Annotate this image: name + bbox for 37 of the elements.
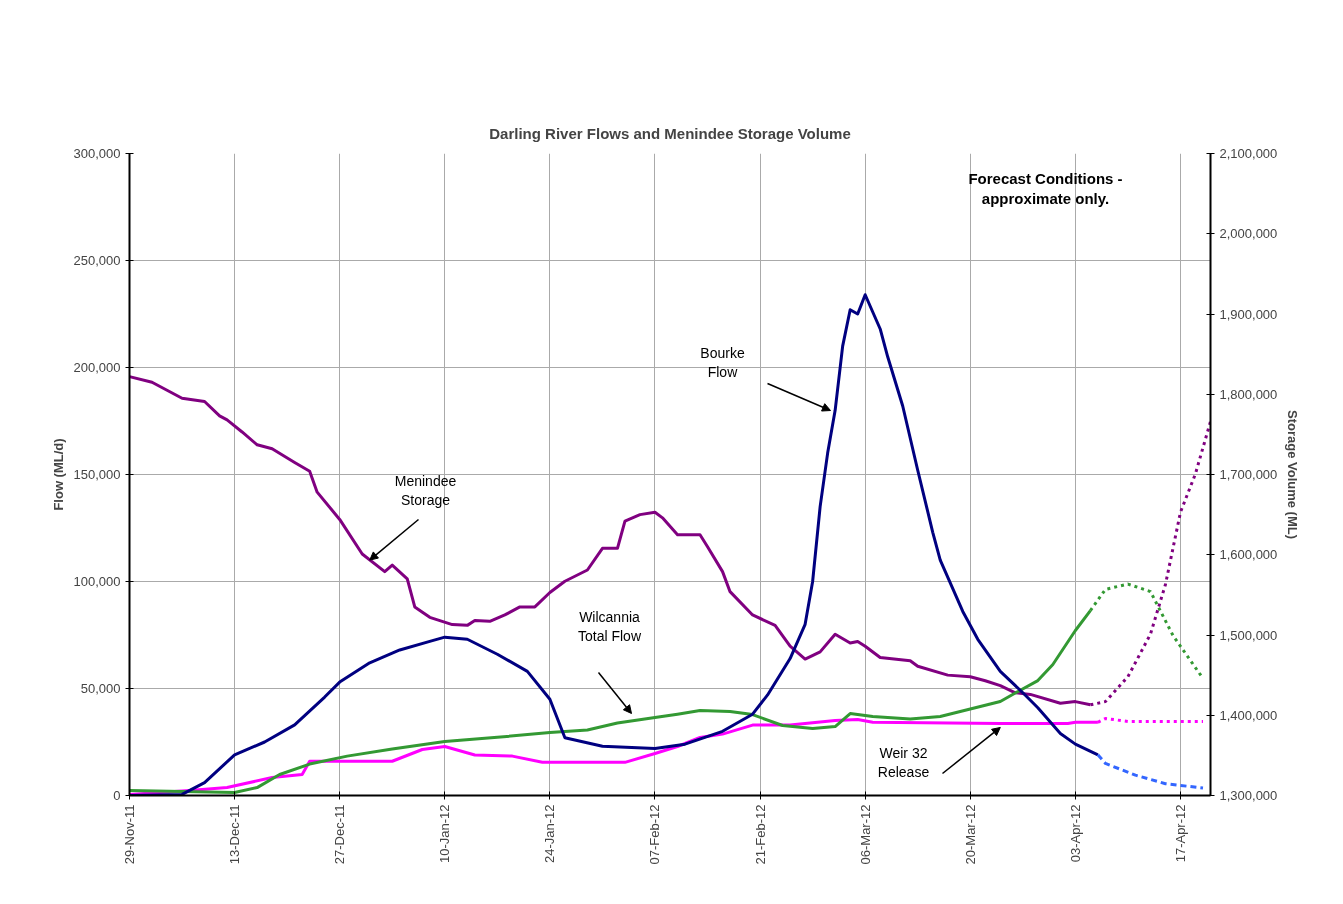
x-tick-label: 03-Apr-12 bbox=[1067, 804, 1083, 863]
x-tick-label: 06-Mar-12 bbox=[857, 804, 873, 865]
x-tick-label: 10-Jan-12 bbox=[437, 804, 453, 864]
y-axis-title: Flow (ML/d) bbox=[50, 438, 66, 511]
x-tick-label: 21-Feb-12 bbox=[752, 804, 768, 865]
x-tick-label: 20-Mar-12 bbox=[962, 804, 978, 865]
y-tick-label: 300,000 bbox=[73, 146, 121, 161]
y2-axis-title: Storage Volume (ML) bbox=[1285, 409, 1301, 540]
annotation: Weir 32 Release bbox=[877, 744, 930, 781]
x-tick-label: 24-Jan-12 bbox=[542, 804, 558, 864]
x-tick-label: 17-Apr-12 bbox=[1172, 804, 1188, 863]
x-tick-label: 07-Feb-12 bbox=[647, 804, 663, 865]
line-series bbox=[129, 293, 1100, 796]
y-tick-label: 100,000 bbox=[73, 574, 121, 589]
line-series bbox=[1096, 753, 1205, 790]
y2-tick-label: 1,700,000 bbox=[1219, 467, 1278, 482]
y2-tick-label: 1,800,000 bbox=[1219, 386, 1278, 402]
y2-tick-label: 1,600,000 bbox=[1219, 547, 1278, 563]
y2-tick-label: 1,900,000 bbox=[1219, 306, 1278, 322]
x-tick-label: 13-Dec-11 bbox=[227, 804, 243, 865]
y2-tick-label: 2,100,000 bbox=[1219, 146, 1278, 161]
y-tick-label: 50,000 bbox=[80, 681, 121, 696]
x-tick-label: 27-Dec-11 bbox=[332, 804, 348, 865]
y-tick-label: 250,000 bbox=[73, 253, 121, 268]
y2-tick-label: 1,400,000 bbox=[1219, 707, 1278, 723]
chart-title: Darling River Flows and Menindee Storage Volume bbox=[489, 124, 851, 142]
y2-tick-label: 1,300,000 bbox=[1219, 788, 1278, 803]
y-tick-label: 150,000 bbox=[73, 467, 121, 482]
y2-tick-label: 1,500,000 bbox=[1219, 627, 1278, 643]
annotation: Wilcannia Total Flow bbox=[577, 608, 642, 645]
annotation: Menindee Storage bbox=[394, 472, 457, 509]
y-tick-label: 200,000 bbox=[73, 360, 121, 375]
annotation: Bourke Flow bbox=[700, 344, 745, 381]
y2-tick-label: 2,000,000 bbox=[1219, 226, 1278, 242]
y-tick-label: 0 bbox=[113, 788, 121, 803]
x-tick-label: 29-Nov-11 bbox=[122, 804, 137, 865]
annotation: Forecast Conditions - approximate only. bbox=[968, 169, 1123, 208]
